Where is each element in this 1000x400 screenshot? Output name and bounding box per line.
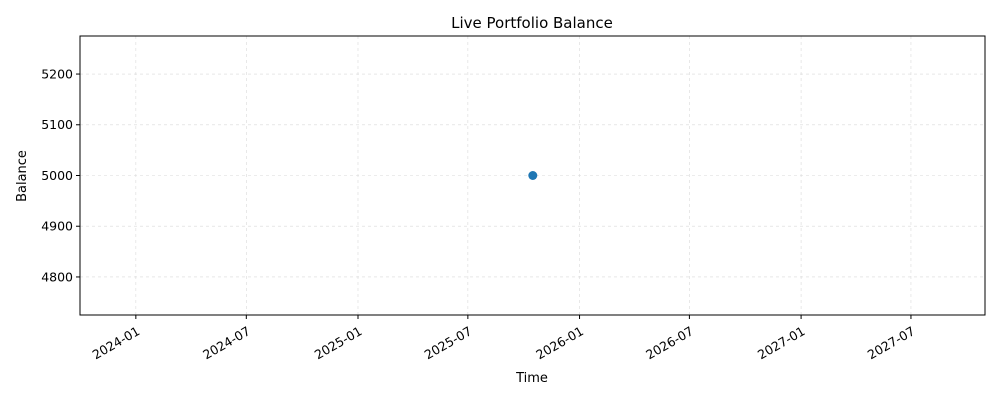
x-tick-label: 2027-07 xyxy=(865,323,918,362)
x-tick-label: 2026-01 xyxy=(533,323,586,362)
x-axis-label: Time xyxy=(515,371,548,386)
data-point xyxy=(528,171,538,180)
x-tick-label: 2027-01 xyxy=(755,323,808,362)
y-tick-label: 5100 xyxy=(41,117,73,132)
x-tick-label: 2025-07 xyxy=(422,323,475,362)
chart-title: Live Portfolio Balance xyxy=(451,14,613,32)
x-tick-label: 2025-01 xyxy=(312,323,365,362)
y-axis-label: Balance xyxy=(15,150,30,202)
x-tick-label: 2026-07 xyxy=(643,323,696,362)
y-tick-label: 5000 xyxy=(41,168,73,183)
x-axis: 2024-01 2024-07 2025-01 2025-07 2026-01 2026-… xyxy=(90,315,918,362)
y-tick-label: 5200 xyxy=(41,66,73,81)
x-tick-label: 2024-07 xyxy=(200,323,253,362)
y-axis: 4800 4900 5000 5100 5200 xyxy=(41,66,80,284)
y-tick-label: 4900 xyxy=(41,219,73,234)
data-points xyxy=(528,171,538,180)
x-tick-label: 2024-01 xyxy=(90,323,143,362)
y-tick-label: 4800 xyxy=(41,269,73,284)
